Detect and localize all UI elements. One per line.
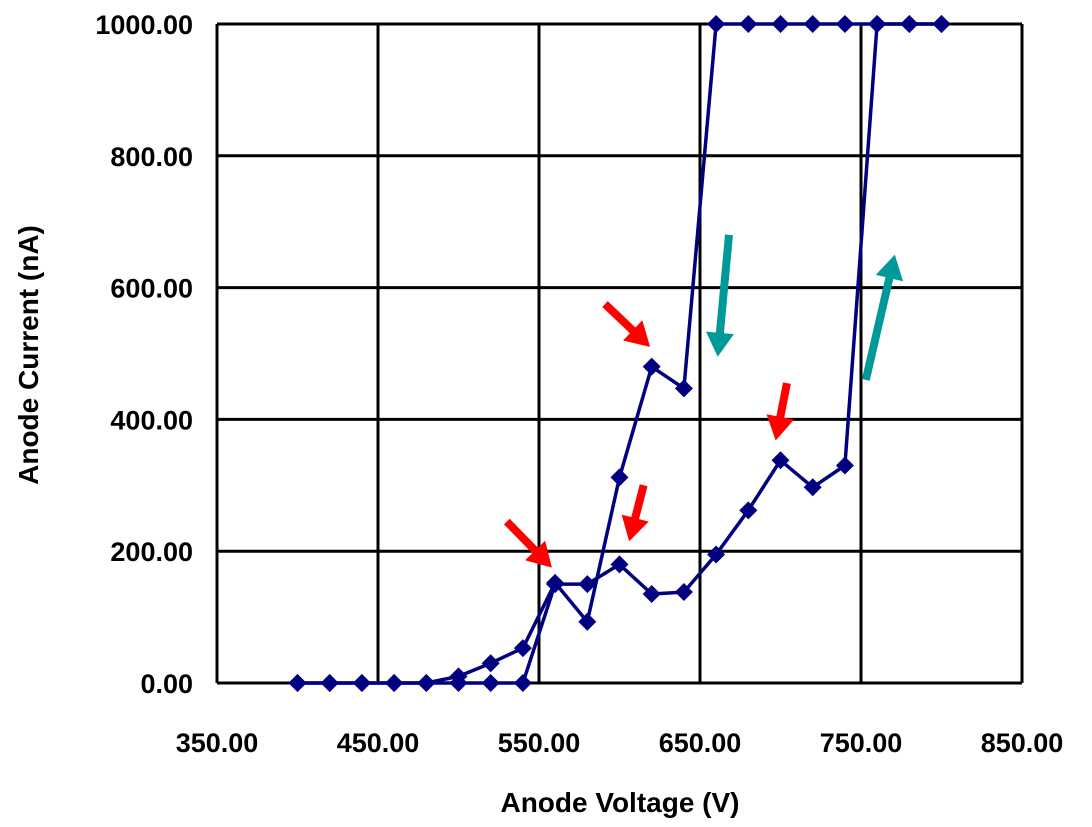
data-point — [642, 585, 661, 604]
x-tick-label: 850.00 — [981, 728, 1064, 758]
series-line-2 — [297, 22, 942, 685]
annotation-arrow — [503, 518, 552, 568]
y-tick-label: 800.00 — [110, 142, 193, 172]
data-point — [835, 15, 854, 33]
data-point — [320, 674, 339, 692]
data-point — [513, 674, 532, 692]
grid-lines — [215, 22, 1024, 685]
x-axis-title: Anode Voltage (V) — [500, 787, 739, 818]
x-tick-label: 650.00 — [659, 728, 742, 758]
y-tick-labels: 0.00 200.00 400.00 600.00 800.00 1000.00 — [95, 10, 193, 699]
x-tick-label: 550.00 — [498, 728, 581, 758]
data-point — [771, 451, 790, 470]
data-point — [610, 468, 629, 487]
x-tick-label: 450.00 — [337, 728, 420, 758]
series-line-1 — [297, 22, 942, 685]
series-layer — [288, 15, 951, 692]
data-point — [739, 15, 758, 33]
data-point — [385, 674, 404, 692]
data-point — [803, 15, 822, 33]
data-point — [352, 674, 371, 692]
y-tick-label: 200.00 — [110, 537, 193, 567]
data-point — [674, 379, 693, 398]
y-axis-title: Anode Current (nA) — [13, 225, 44, 485]
data-point — [578, 612, 597, 631]
y-tick-label: 400.00 — [110, 405, 193, 435]
data-point — [642, 357, 661, 376]
x-tick-label: 750.00 — [820, 728, 903, 758]
data-point — [481, 674, 500, 692]
annotation-arrow — [861, 254, 904, 381]
data-point — [674, 583, 693, 602]
data-point — [546, 573, 565, 592]
data-point — [449, 667, 468, 686]
annotation-arrow — [621, 484, 649, 542]
data-point — [868, 15, 887, 33]
x-tick-labels: 350.00 450.00 550.00 650.00 750.00 850.00 — [176, 728, 1064, 758]
data-point — [513, 639, 532, 658]
data-point — [803, 478, 822, 497]
annotation-arrow — [766, 382, 795, 441]
annotation-arrow — [602, 301, 651, 347]
data-point — [739, 501, 758, 520]
y-tick-label: 600.00 — [110, 274, 193, 304]
data-point — [288, 674, 307, 692]
data-point — [707, 15, 726, 33]
y-tick-label: 1000.00 — [95, 10, 193, 40]
annotation-arrow — [705, 234, 734, 357]
data-point — [900, 15, 919, 33]
x-tick-label: 350.00 — [176, 728, 259, 758]
y-tick-label: 0.00 — [140, 669, 193, 699]
data-point — [707, 545, 726, 564]
data-point — [417, 674, 436, 692]
annotation-layer — [503, 234, 904, 568]
data-point — [835, 456, 854, 475]
data-point — [771, 15, 790, 33]
data-point — [610, 555, 629, 574]
data-point — [578, 575, 597, 594]
data-point — [481, 654, 500, 673]
data-point — [932, 15, 951, 33]
